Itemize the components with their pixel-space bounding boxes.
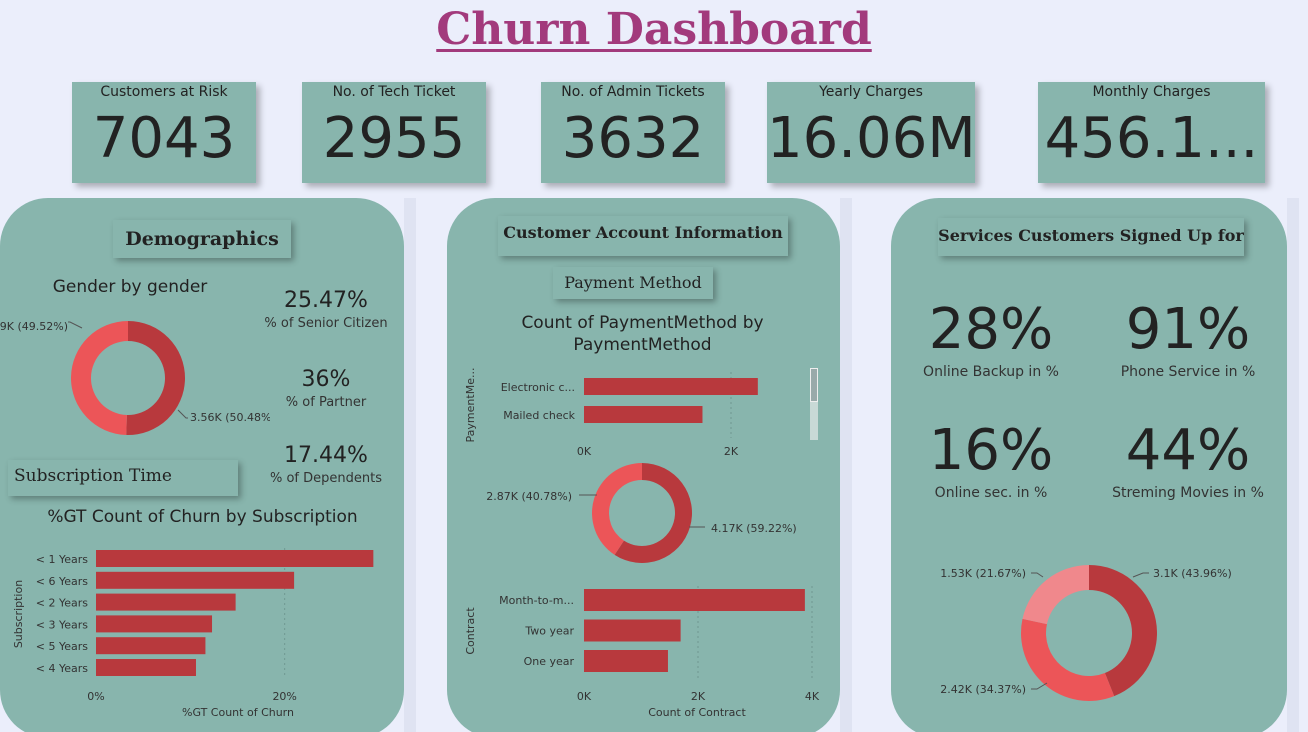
subscription-bar-chart[interactable]: 0% 20% < 1 Years < 6 Years < 2 Years < 3 Year…: [0, 540, 404, 725]
phone-service-value: 91%: [1103, 300, 1273, 360]
gender-donut-chart[interactable]: 3.49K (49.52%) 3.56K (50.48%): [0, 300, 270, 450]
panel-gutter: [404, 198, 416, 732]
x-tick-label: 2K: [691, 690, 706, 703]
kpi-label: No. of Tech Ticket: [302, 84, 486, 100]
services-donut-label-3: 1.53K (21.67%): [940, 567, 1026, 580]
kpi-monthly-charges[interactable]: Monthly Charges 456.1...: [1038, 82, 1265, 183]
streaming-movies-label: Streming Movies in %: [1090, 485, 1286, 501]
online-security-label: Online sec. in %: [901, 485, 1081, 501]
kpi-admin-tickets[interactable]: No. of Admin Tickets 3632: [541, 82, 725, 183]
panel-gutter: [1287, 198, 1299, 732]
kpi-value: 456.1...: [1038, 107, 1265, 171]
scrollbar-thumb[interactable]: [810, 368, 818, 402]
donut-slice[interactable]: [126, 321, 185, 435]
bar[interactable]: [96, 550, 373, 567]
bar[interactable]: [96, 615, 212, 632]
kpi-yearly-charges[interactable]: Yearly Charges 16.06M: [767, 82, 975, 183]
x-axis-title: Count of Contract: [648, 706, 746, 719]
y-tick-label: < 6 Years: [36, 575, 88, 588]
payment-method-header: Payment Method: [553, 267, 713, 299]
y-tick-label: Month-to-m...: [499, 594, 574, 607]
bar[interactable]: [584, 378, 758, 395]
kpi-label: Monthly Charges: [1038, 84, 1265, 100]
payment-donut-label-1: 2.87K (40.78%): [486, 490, 572, 503]
dependents-value: 17.44%: [284, 443, 368, 468]
partner-value: 36%: [302, 367, 351, 392]
services-donut-chart[interactable]: 3.1K (43.96%) 2.42K (34.37%) 1.53K (21.6…: [891, 555, 1287, 715]
y-tick-label: < 4 Years: [36, 662, 88, 675]
kpi-value: 3632: [541, 107, 725, 171]
payment-chart-title-line1: Count of PaymentMethod by: [521, 313, 763, 333]
payment-chart-title-line2: PaymentMethod: [573, 335, 711, 355]
y-tick-label: One year: [524, 655, 575, 668]
streaming-movies-value: 44%: [1103, 421, 1273, 481]
services-donut-label-1: 3.1K (43.96%): [1153, 567, 1232, 580]
partner-label: % of Partner: [256, 395, 396, 410]
online-backup-label: Online Backup in %: [901, 364, 1081, 380]
x-tick-label: 0%: [87, 690, 104, 703]
partner-card: 36% % of Partner: [256, 367, 396, 410]
subscription-chart-title: %GT Count of Churn by Subscription: [20, 506, 385, 528]
bar[interactable]: [96, 659, 196, 676]
x-tick-label: 4K: [805, 690, 820, 703]
kpi-value: 7043: [72, 107, 256, 171]
x-axis-title: %GT Count of Churn: [182, 706, 294, 719]
bar[interactable]: [584, 620, 681, 642]
payment-chart-scrollbar[interactable]: [810, 368, 818, 440]
y-tick-label: < 1 Years: [36, 553, 88, 566]
online-security-value: 16%: [906, 421, 1076, 481]
bar[interactable]: [96, 637, 205, 654]
kpi-label: Customers at Risk: [72, 84, 256, 100]
phone-service-label: Phone Service in %: [1098, 364, 1278, 380]
bar[interactable]: [584, 589, 805, 611]
y-tick-label: Electronic c...: [501, 381, 575, 394]
y-axis-title: Contract: [464, 607, 477, 655]
payment-donut-label-2: 4.17K (59.22%): [711, 522, 797, 535]
gender-label-female: 3.49K (49.52%): [0, 320, 68, 333]
bar[interactable]: [584, 406, 702, 423]
panel-gutter: [840, 198, 852, 732]
y-axis-title: PaymentMe...: [464, 368, 477, 443]
services-donut-label-2: 2.42K (34.37%): [940, 683, 1026, 696]
y-tick-label: < 3 Years: [36, 618, 88, 631]
dashboard-title: Churn Dashboard: [0, 4, 1308, 55]
kpi-label: Yearly Charges: [767, 84, 975, 100]
payment-donut-chart[interactable]: 2.87K (40.78%) 4.17K (59.22%): [447, 455, 840, 575]
donut-slice[interactable]: [592, 463, 642, 555]
kpi-label: No. of Admin Tickets: [541, 84, 725, 100]
demographics-header: Demographics: [113, 220, 291, 258]
account-header: Customer Account Information: [498, 216, 788, 256]
y-tick-label: Two year: [524, 625, 574, 638]
kpi-tech-tickets[interactable]: No. of Tech Ticket 2955: [302, 82, 486, 183]
senior-citizen-value: 25.47%: [284, 288, 368, 313]
y-tick-label: Mailed check: [503, 409, 575, 422]
services-header: Services Customers Signed Up for: [938, 218, 1244, 256]
y-axis-title: Subscription: [12, 580, 25, 648]
payment-chart-title: Count of PaymentMethod by PaymentMethod: [500, 312, 785, 356]
kpi-value: 2955: [302, 107, 486, 171]
kpi-value: 16.06M: [767, 107, 975, 171]
bar[interactable]: [584, 650, 668, 672]
y-tick-label: < 2 Years: [36, 597, 88, 610]
online-backup-value: 28%: [906, 300, 1076, 360]
bar[interactable]: [96, 594, 236, 611]
y-tick-label: < 5 Years: [36, 640, 88, 653]
subscription-time-header: Subscription Time: [8, 460, 238, 496]
gender-label-male: 3.56K (50.48%): [190, 411, 270, 424]
x-tick-label: 0K: [577, 690, 592, 703]
donut-slice[interactable]: [71, 321, 128, 435]
senior-citizen-card: 25.47% % of Senior Citizen: [256, 288, 396, 331]
donut-slice[interactable]: [1022, 565, 1089, 624]
dependents-card: 17.44% % of Dependents: [256, 443, 396, 486]
contract-bar-chart[interactable]: 0K 2K 4K Month-to-m... Two year One year Contr…: [447, 580, 840, 725]
x-tick-label: 20%: [272, 690, 296, 703]
gender-chart-title: Gender by gender: [20, 276, 240, 298]
dependents-label: % of Dependents: [256, 471, 396, 486]
payment-bar-chart[interactable]: 0K 2K Electronic c... Mailed check PaymentMe…: [447, 360, 840, 460]
senior-citizen-label: % of Senior Citizen: [256, 316, 396, 331]
kpi-customers-at-risk[interactable]: Customers at Risk 7043: [72, 82, 256, 183]
bar[interactable]: [96, 572, 294, 589]
